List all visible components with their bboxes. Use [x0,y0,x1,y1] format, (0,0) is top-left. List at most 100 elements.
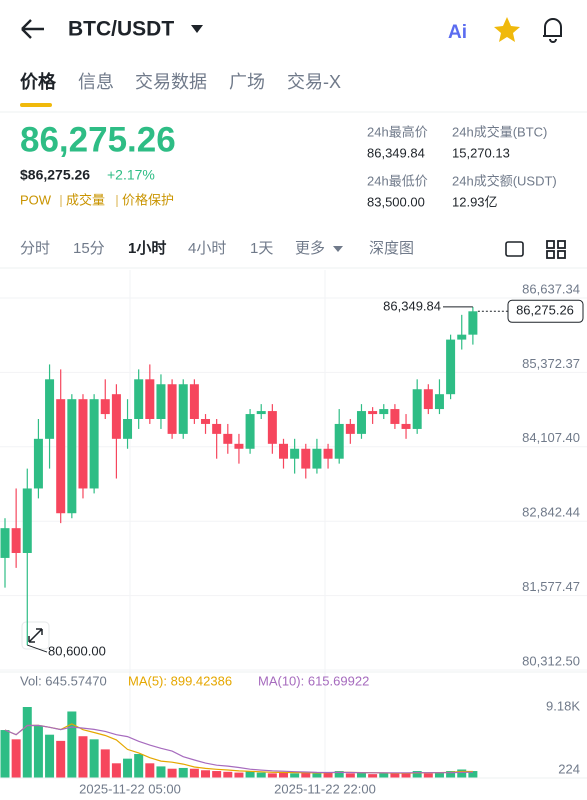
volume-bar [312,773,322,778]
volume-bar [256,772,266,778]
interval[interactable]: 分时 [20,240,50,257]
candle-body [279,443,288,459]
ma5-label: MA(5): 899.42386 [128,673,232,688]
candle-body [423,389,433,410]
x-tick-label: 2025-11-22 05:00 [79,781,181,796]
price-tag[interactable]: 价格保护 [122,192,174,207]
price-tag[interactable]: 成交量 [66,192,105,207]
candle-body [167,384,177,434]
favorite-star[interactable] [494,17,520,42]
candle-body [100,399,110,415]
candle-body [156,384,166,420]
candle-body [134,379,144,420]
volume-bar [245,771,255,778]
candle-body [267,411,277,444]
candle-body [412,389,422,429]
candle-body [33,438,43,489]
candle-body [368,411,378,415]
candle-body [67,399,77,514]
volume-bar [457,769,467,778]
volume-bar [201,770,211,778]
volume-tick-label: 9.18K [546,698,580,713]
volume-bar [45,734,55,778]
back-button[interactable] [21,19,44,39]
notification-bell[interactable] [543,18,562,43]
x-tick-label: 2025-11-22 22:00 [274,781,376,796]
candle-body [379,409,389,415]
candle-body [78,399,88,489]
candle-body [56,399,66,514]
candle-body [245,414,255,449]
interval[interactable]: 更多 [295,240,325,257]
tab[interactable]: 交易-X [287,72,341,92]
volume-bar [178,767,188,778]
tab[interactable]: 广场 [229,72,265,92]
stat-value: 83,500.00 [367,194,425,209]
layout-button[interactable] [546,240,566,259]
interval[interactable]: 1天 [250,240,273,257]
tab-indicator [20,103,52,107]
volume-bar [368,774,378,778]
candle-body [312,448,322,469]
stat-label: 24h最高价 [367,124,428,139]
candle-body [201,419,211,424]
volume-bar [167,768,177,778]
last-price-label: 86,275.26 [516,303,574,318]
volume-bar [334,771,344,778]
ma-line [4,724,473,774]
indicator-settings[interactable] [505,241,524,257]
volume-bar [212,771,222,778]
volume-bar [234,772,244,778]
candle-body [223,433,233,444]
volume-bar [78,736,88,778]
fiat-price: $86,275.26 [20,167,90,183]
y-tick-label: 85,372.37 [522,356,580,371]
stat-value: 86,349.84 [367,145,425,160]
volume-bar [468,771,478,778]
candle-body [178,384,188,434]
tab[interactable]: 价格 [20,71,57,92]
more-dropdown [333,246,343,252]
candle-body [345,423,355,434]
stat-label: 24h最低价 [367,173,428,188]
interval[interactable]: 1小时 [128,240,166,257]
volume-tick-label: 224 [558,761,580,776]
high-label: 86,349.84 [383,298,441,313]
volume-bar [345,773,355,778]
candle-body [89,399,99,489]
volume-bar [67,711,77,778]
volume-bar [0,730,10,778]
y-tick-label: 81,577.47 [522,579,580,594]
low-marker [27,644,48,653]
interval[interactable]: 4小时 [188,240,226,257]
candle-body [0,528,10,558]
volume-bar [301,771,311,778]
pair-dropdown[interactable] [191,25,203,33]
last-price-box [507,299,584,323]
candle-body [301,448,311,469]
interval[interactable]: 15分 [73,240,105,257]
price-tag[interactable]: POW [20,192,52,207]
candle-body [290,448,300,459]
candle-body [11,528,21,553]
stat-label: 24h成交额(USDT) [452,173,557,188]
volume-bar [423,773,433,778]
candle-body [123,419,133,439]
volume-bar [56,740,66,778]
candle-body [457,334,467,340]
candle-body [189,384,199,420]
pair-title[interactable]: BTC/USDT [68,18,174,41]
candle-body [111,394,121,439]
candle-body [401,423,411,429]
tab[interactable]: 信息 [78,72,114,92]
ai-button[interactable]: Ai [448,22,467,43]
volume-bar [412,771,422,778]
tab[interactable]: 交易数据 [135,72,207,92]
volume-bar [290,773,300,778]
candle-body [256,411,266,415]
candle-body [446,339,456,395]
candle-body [212,423,222,434]
volume-label: Vol: 645.57470 [20,673,107,688]
candle-body [234,443,244,449]
interval[interactable]: 深度图 [369,240,414,257]
